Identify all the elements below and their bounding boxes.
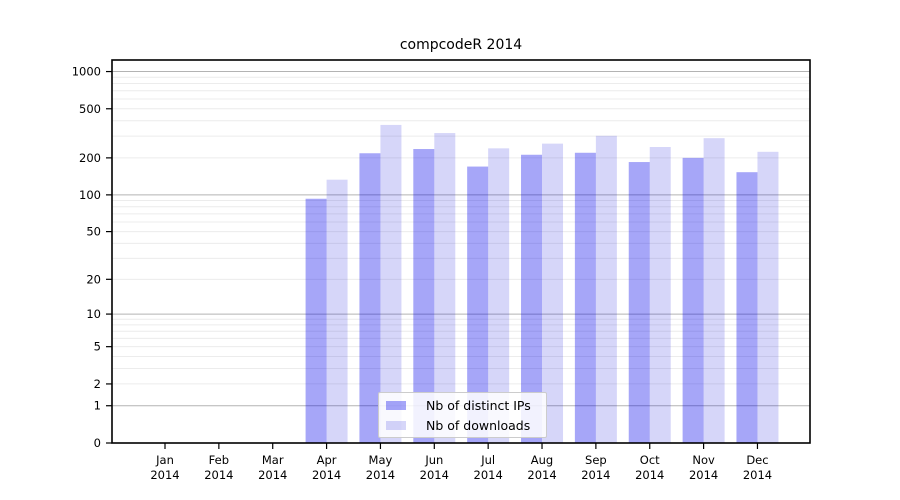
x-tick-label-jan: Jan: [155, 453, 174, 467]
bar-downloads-jul: [488, 148, 510, 443]
y-tick-label-2: 2: [94, 377, 101, 391]
bar-downloads-jun: [434, 133, 456, 443]
bar-distinct-ips-jul: [467, 166, 489, 444]
bar-distinct-ips-nov: [682, 157, 704, 444]
bar-downloads-aug: [542, 143, 564, 444]
x-tick-year-jul: 2014: [474, 468, 503, 482]
x-tick-label-mar: Mar: [262, 453, 284, 467]
bar-distinct-ips-apr: [305, 198, 327, 443]
legend-item-distinct-ips: Nb of distinct IPs: [386, 397, 546, 413]
bar-distinct-ips-jun: [413, 149, 435, 444]
bar-downloads-nov: [703, 138, 725, 444]
x-tick-year-dec: 2014: [743, 468, 772, 482]
x-tick-label-aug: Aug: [531, 453, 553, 467]
bar-downloads-dec: [757, 151, 779, 443]
x-tick-label-apr: Apr: [317, 453, 337, 467]
bar-distinct-ips-sep: [574, 152, 596, 444]
bar-distinct-ips-oct: [628, 162, 650, 443]
chart-title: compcodeR 2014: [399, 37, 523, 53]
x-tick-year-nov: 2014: [689, 468, 718, 482]
bar-distinct-ips-may: [359, 153, 381, 444]
x-tick-label-feb: Feb: [209, 453, 229, 467]
y-tick-label-1: 1: [94, 399, 101, 413]
x-tick-label-oct: Oct: [640, 453, 660, 467]
x-tick-label-jul: Jul: [480, 453, 495, 467]
x-tick-year-oct: 2014: [635, 468, 664, 482]
y-tick-label-5: 5: [94, 340, 101, 354]
y-tick-label-0: 0: [94, 436, 101, 450]
x-tick-year-jan: 2014: [150, 468, 179, 482]
bar-distinct-ips-dec: [736, 172, 758, 443]
x-tick-year-jun: 2014: [420, 468, 449, 482]
x-tick-label-dec: Dec: [746, 453, 768, 467]
bar-downloads-apr: [326, 179, 348, 443]
x-tick-year-feb: 2014: [204, 468, 233, 482]
y-tick-label-100: 100: [79, 188, 101, 202]
legend-swatch-distinct-ips: [386, 400, 406, 410]
y-tick-label-1000: 1000: [72, 65, 101, 79]
x-tick-year-aug: 2014: [527, 468, 556, 482]
y-tick-label-20: 20: [86, 272, 101, 286]
legend-label-downloads: Nb of downloads: [426, 417, 531, 433]
x-tick-year-sep: 2014: [581, 468, 610, 482]
x-tick-label-sep: Sep: [585, 453, 607, 467]
legend-label-distinct-ips: Nb of distinct IPs: [426, 397, 531, 413]
x-tick-label-may: May: [369, 453, 393, 467]
legend: Nb of distinct IPs Nb of downloads: [378, 392, 547, 438]
plot-frame: [111, 59, 811, 444]
x-tick-year-may: 2014: [366, 468, 395, 482]
bar-downloads-sep: [595, 135, 617, 444]
y-tick-label-500: 500: [79, 102, 101, 116]
y-tick-label-10: 10: [86, 307, 101, 321]
x-tick-label-jun: Jun: [424, 453, 443, 467]
y-tick-label-200: 200: [79, 151, 101, 165]
x-tick-label-nov: Nov: [692, 453, 715, 467]
bar-distinct-ips-aug: [521, 154, 543, 443]
legend-swatch-downloads: [386, 420, 406, 430]
x-tick-year-mar: 2014: [258, 468, 287, 482]
legend-item-downloads: Nb of downloads: [386, 417, 546, 433]
bar-downloads-oct: [649, 147, 671, 443]
y-tick-label-50: 50: [86, 225, 101, 239]
bar-downloads-may: [380, 124, 402, 443]
x-tick-year-apr: 2014: [312, 468, 341, 482]
